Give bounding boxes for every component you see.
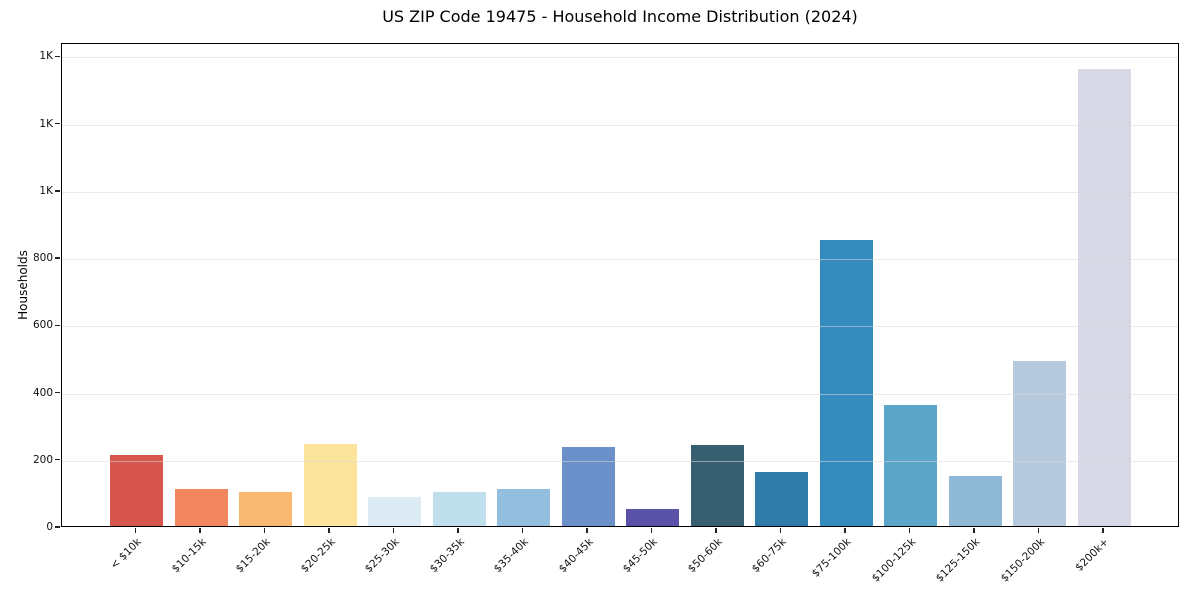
y-tick-mark xyxy=(55,526,60,528)
x-tick-label: $35-40k xyxy=(491,536,531,576)
x-tick-label: $150-200k xyxy=(998,536,1047,585)
x-tick-mark xyxy=(1037,528,1040,533)
bar-100-125k xyxy=(884,405,937,526)
gridline xyxy=(62,259,1178,261)
x-tick-mark xyxy=(586,528,588,533)
bar-45-50k xyxy=(626,509,679,526)
x-tick-label: $20-25k xyxy=(298,536,338,576)
x-tick-mark xyxy=(199,528,201,533)
y-tick-label: 200 xyxy=(32,453,53,466)
x-tick-mark xyxy=(457,528,459,533)
bar-40-45k xyxy=(561,447,615,526)
x-tick-mark xyxy=(392,528,395,533)
bar-150-200k xyxy=(1013,361,1066,526)
x-tick-label: $60-75k xyxy=(749,536,789,576)
y-tick-label: 0 xyxy=(46,521,53,533)
bar-10k xyxy=(110,455,163,526)
x-tick-label: $200k+ xyxy=(1073,536,1112,574)
bar-35-40k xyxy=(497,489,550,526)
x-tick-label: < $10k xyxy=(108,536,144,572)
y-tick-mark xyxy=(55,459,60,461)
x-tick-mark xyxy=(779,528,782,533)
x-tick-mark xyxy=(650,528,653,533)
x-tick-mark xyxy=(715,528,717,533)
gridline xyxy=(62,393,1178,395)
gridline xyxy=(62,460,1178,462)
gridline xyxy=(62,57,1178,59)
y-tick-mark xyxy=(55,257,60,259)
bar-200k+ xyxy=(1077,68,1131,526)
y-tick-label: 1K xyxy=(39,117,53,130)
y-tick-label: 1K xyxy=(39,184,53,197)
bar-15-20k xyxy=(239,492,292,526)
plot-area xyxy=(61,43,1179,527)
x-tick-mark xyxy=(908,528,911,533)
x-tick-label: $45-50k xyxy=(620,536,660,576)
x-tick-label: $50-60k xyxy=(685,536,725,576)
x-tick-label: $75-100k xyxy=(809,536,854,580)
x-tick-mark xyxy=(328,528,330,533)
x-tick-mark xyxy=(134,528,137,533)
x-tick-label: $10-15k xyxy=(169,536,209,576)
chart-title: US ZIP Code 19475 - Household Income Dis… xyxy=(382,7,858,26)
y-tick-label: 600 xyxy=(32,319,53,332)
y-tick-mark xyxy=(55,324,60,326)
x-tick-label: $30-35k xyxy=(427,536,467,576)
gridline xyxy=(62,124,1178,126)
x-tick-mark xyxy=(844,528,846,533)
x-tick-label: $25-30k xyxy=(362,536,402,576)
bar-10-15k xyxy=(174,489,228,526)
y-tick-label: 1K xyxy=(39,50,53,63)
y-tick-label: 800 xyxy=(32,252,53,265)
y-tick-mark xyxy=(55,55,60,58)
bar-50-60k xyxy=(690,445,744,526)
bar-25-30k xyxy=(368,497,421,526)
x-tick-mark xyxy=(521,528,524,533)
y-tick-mark xyxy=(55,123,60,125)
y-tick-mark xyxy=(55,190,60,192)
x-tick-mark xyxy=(973,528,975,533)
x-tick-label: $125-150k xyxy=(933,536,983,585)
bar-20-25k xyxy=(303,443,357,526)
x-tick-label: $15-20k xyxy=(233,536,273,576)
x-tick-label: $100-125k xyxy=(869,536,918,585)
bar-125-150k xyxy=(948,475,1002,526)
gridline xyxy=(62,326,1178,328)
x-tick-label: $40-45k xyxy=(556,536,596,576)
x-tick-mark xyxy=(1102,528,1104,533)
y-tick-label: 400 xyxy=(32,386,53,399)
bar-30-35k xyxy=(432,492,486,526)
x-tick-mark xyxy=(263,528,266,533)
bar-75-100k xyxy=(819,240,873,526)
y-tick-mark xyxy=(55,391,60,394)
bar-60-75k xyxy=(755,472,808,526)
gridline xyxy=(62,191,1178,193)
